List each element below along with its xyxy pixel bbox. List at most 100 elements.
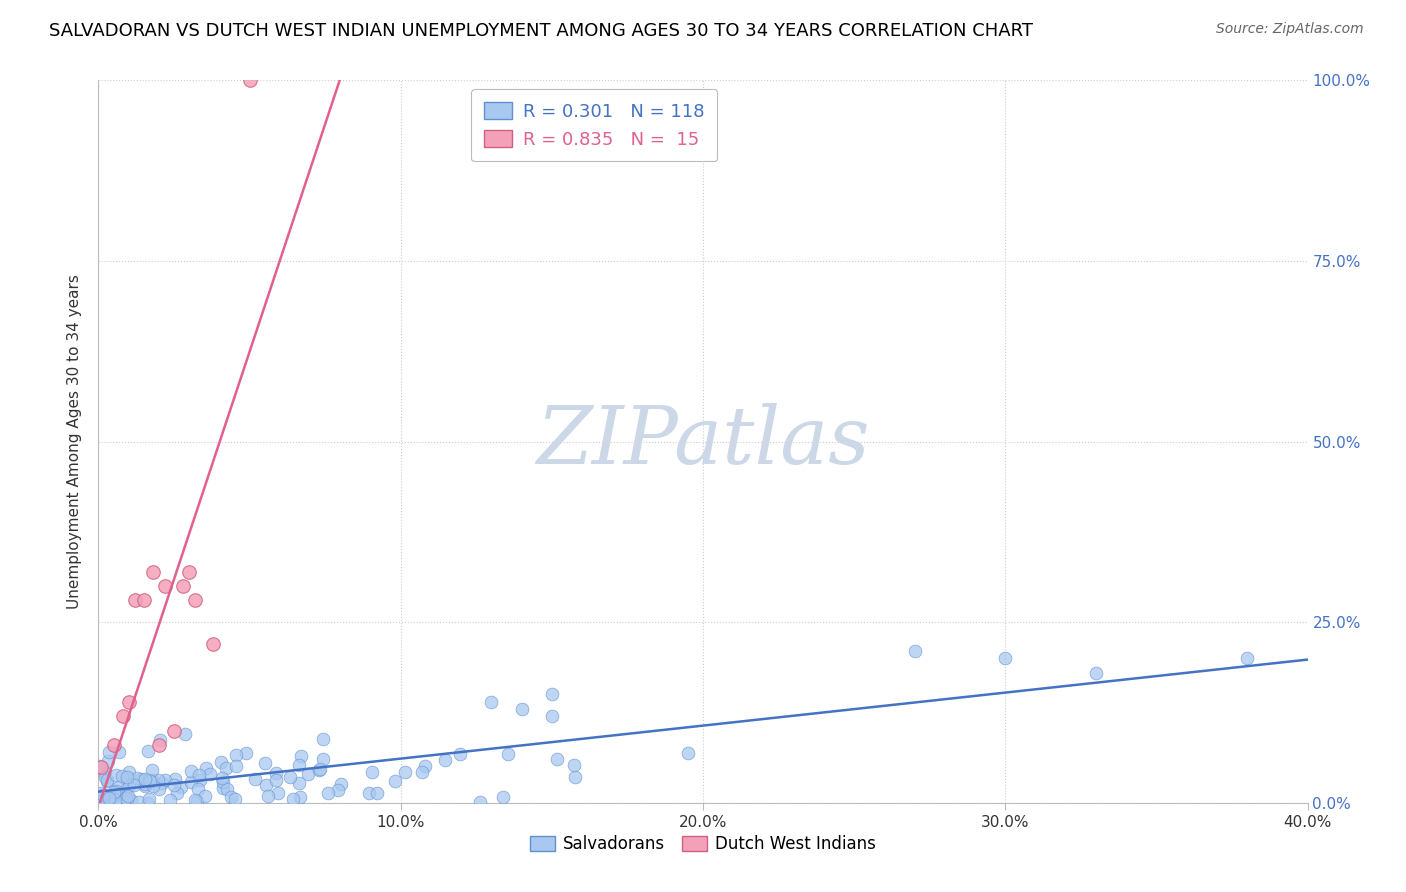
Point bbox=[361, 764, 384, 779]
Point bbox=[134, 777, 156, 791]
Point bbox=[94, 766, 117, 780]
Point bbox=[91, 793, 114, 807]
Point bbox=[312, 731, 335, 746]
Point bbox=[141, 772, 163, 787]
Point bbox=[278, 770, 301, 784]
Point bbox=[211, 771, 233, 785]
Point bbox=[111, 709, 134, 723]
Point bbox=[254, 756, 277, 771]
Point bbox=[120, 793, 142, 807]
Point bbox=[186, 794, 208, 808]
Point bbox=[214, 761, 236, 775]
Point bbox=[184, 593, 207, 607]
Point bbox=[224, 792, 246, 806]
Point bbox=[312, 752, 335, 766]
Point bbox=[281, 792, 304, 806]
Point bbox=[194, 789, 217, 803]
Point bbox=[97, 754, 120, 768]
Point bbox=[150, 776, 173, 790]
Point bbox=[101, 789, 124, 804]
Point bbox=[384, 773, 406, 788]
Point bbox=[136, 744, 159, 758]
Text: Source: ZipAtlas.com: Source: ZipAtlas.com bbox=[1216, 22, 1364, 37]
Point bbox=[564, 770, 586, 784]
Point bbox=[165, 772, 187, 787]
Point bbox=[103, 785, 125, 799]
Point bbox=[97, 790, 120, 805]
Point bbox=[138, 792, 160, 806]
Point bbox=[170, 780, 193, 795]
Point bbox=[904, 644, 927, 658]
Point bbox=[413, 759, 436, 773]
Point bbox=[330, 777, 353, 791]
Point bbox=[97, 745, 120, 759]
Point bbox=[124, 593, 146, 607]
Point bbox=[172, 579, 194, 593]
Point bbox=[117, 789, 139, 803]
Point bbox=[266, 786, 288, 800]
Point bbox=[290, 748, 312, 763]
Point bbox=[149, 733, 172, 747]
Point bbox=[128, 795, 150, 809]
Text: ZIPatlas: ZIPatlas bbox=[536, 403, 870, 480]
Point bbox=[122, 778, 145, 792]
Point bbox=[134, 772, 156, 786]
Point bbox=[127, 772, 149, 786]
Point bbox=[200, 767, 222, 781]
Point bbox=[90, 795, 112, 809]
Point bbox=[254, 778, 277, 792]
Point bbox=[180, 775, 202, 789]
Point bbox=[202, 637, 225, 651]
Point bbox=[104, 768, 127, 782]
Point bbox=[562, 758, 585, 772]
Point bbox=[90, 760, 112, 774]
Point bbox=[110, 786, 132, 800]
Point bbox=[308, 763, 330, 777]
Y-axis label: Unemployment Among Ages 30 to 34 years: Unemployment Among Ages 30 to 34 years bbox=[67, 274, 83, 609]
Point bbox=[449, 747, 471, 761]
Point bbox=[132, 593, 155, 607]
Point bbox=[209, 755, 232, 769]
Point bbox=[316, 786, 339, 800]
Point bbox=[96, 774, 118, 789]
Point bbox=[148, 738, 170, 752]
Point bbox=[288, 757, 311, 772]
Point bbox=[994, 651, 1017, 665]
Point bbox=[103, 738, 125, 752]
Point bbox=[118, 780, 141, 794]
Point bbox=[98, 791, 121, 805]
Point bbox=[288, 776, 311, 790]
Point bbox=[212, 775, 235, 789]
Point bbox=[134, 780, 156, 794]
Point bbox=[546, 752, 568, 766]
Point bbox=[184, 793, 207, 807]
Point bbox=[104, 793, 127, 807]
Point bbox=[132, 772, 155, 787]
Point bbox=[163, 778, 186, 792]
Point bbox=[180, 764, 202, 778]
Point bbox=[219, 789, 242, 804]
Point bbox=[96, 773, 118, 788]
Text: SALVADORAN VS DUTCH WEST INDIAN UNEMPLOYMENT AMONG AGES 30 TO 34 YEARS CORRELATI: SALVADORAN VS DUTCH WEST INDIAN UNEMPLOY… bbox=[49, 22, 1033, 40]
Point bbox=[136, 796, 159, 810]
Point bbox=[411, 764, 433, 779]
Point bbox=[115, 772, 138, 786]
Point bbox=[264, 765, 287, 780]
Point bbox=[297, 766, 319, 780]
Point bbox=[434, 753, 457, 767]
Point bbox=[217, 781, 239, 796]
Point bbox=[328, 783, 350, 797]
Point bbox=[115, 790, 138, 805]
Point bbox=[118, 695, 141, 709]
Point bbox=[117, 764, 139, 779]
Point bbox=[110, 786, 132, 800]
Point bbox=[188, 772, 211, 787]
Point bbox=[188, 767, 211, 781]
Point bbox=[139, 774, 162, 789]
Point bbox=[357, 786, 380, 800]
Point bbox=[159, 793, 181, 807]
Point bbox=[225, 759, 247, 773]
Point bbox=[1236, 651, 1258, 665]
Point bbox=[163, 723, 186, 738]
Point bbox=[111, 769, 134, 783]
